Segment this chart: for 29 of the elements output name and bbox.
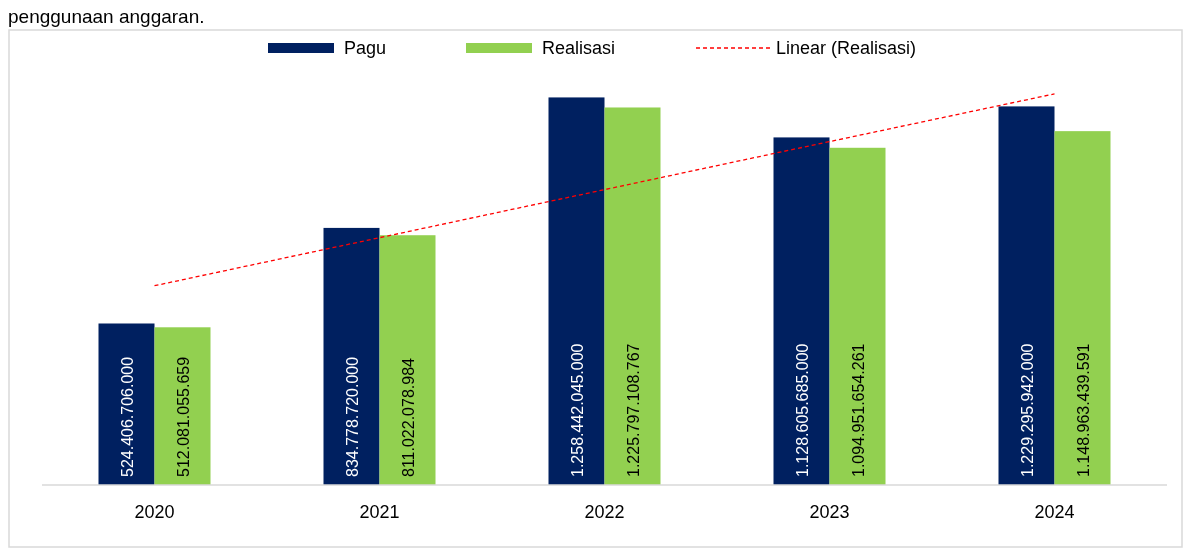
data-label: 1.094.951.654.261 [849, 343, 867, 477]
data-label: 1.225.797.108.767 [624, 343, 642, 477]
data-label: 1.148.963.439.591 [1074, 343, 1092, 477]
bar [154, 327, 211, 485]
x-tick-label: 2022 [584, 502, 625, 522]
bar [604, 107, 661, 485]
legend-label: Linear (Realisasi) [776, 38, 917, 58]
bar [548, 97, 605, 485]
x-tick-label: 2023 [809, 502, 850, 522]
bar [379, 235, 436, 485]
data-label: 811.022.078.984 [399, 357, 417, 477]
bar [829, 147, 886, 485]
data-label: 1.258.442.045.000 [568, 343, 586, 477]
bar [98, 323, 155, 485]
legend-label: Pagu [344, 38, 387, 58]
data-label: 512.081.055.659 [174, 356, 192, 477]
x-tick-label: 2020 [134, 502, 175, 522]
bar [323, 227, 380, 485]
data-label: 524.406.706.000 [118, 356, 136, 477]
bar [1054, 131, 1111, 485]
data-label: 834.778.720.000 [343, 356, 361, 477]
bar [773, 137, 830, 485]
legend-label: Realisasi [542, 38, 616, 58]
x-tick-label: 2024 [1034, 502, 1075, 522]
bar [998, 106, 1055, 485]
text: penggunaan anggaran. [8, 6, 205, 27]
data-label: 1.128.605.685.000 [793, 343, 811, 477]
x-tick-label: 2021 [359, 502, 400, 522]
data-label: 1.229.295.942.000 [1018, 343, 1036, 477]
